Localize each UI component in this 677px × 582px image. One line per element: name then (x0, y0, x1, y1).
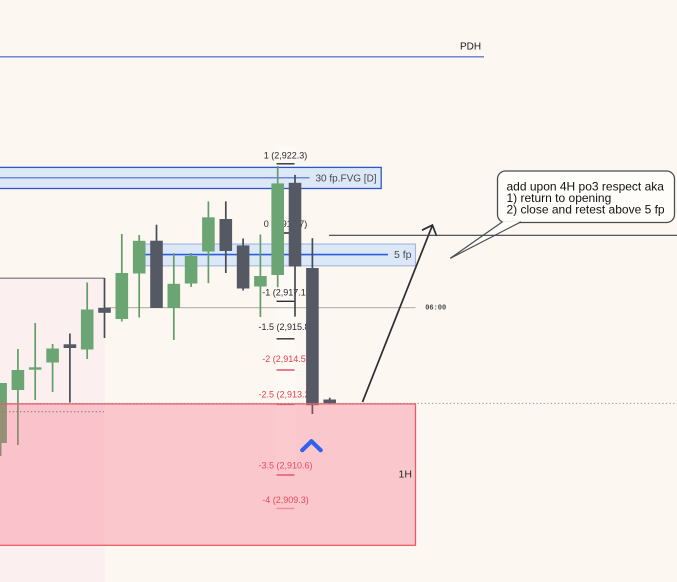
svg-text:-1 (2,917.1): -1 (2,917.1) (262, 288, 309, 298)
svg-text:-2.5 (2,913.2): -2.5 (2,913.2) (258, 390, 312, 400)
svg-text:-3.5 (2,910.6): -3.5 (2,910.6) (258, 460, 312, 470)
svg-text:1) return to opening: 1) return to opening (507, 191, 612, 205)
svg-text:PDH: PDH (460, 42, 481, 53)
svg-text:add upon 4H po3 respect aka: add upon 4H po3 respect aka (507, 179, 665, 193)
svg-text:1 (2,922.3): 1 (2,922.3) (264, 151, 308, 161)
svg-text:0 (2,919.7): 0 (2,919.7) (264, 219, 308, 229)
svg-text:5 fp: 5 fp (394, 249, 412, 261)
svg-text:1H: 1H (399, 469, 412, 481)
svg-text:-1.5 (2,915.8): -1.5 (2,915.8) (258, 322, 312, 332)
svg-text:-4 (2,909.3): -4 (2,909.3) (262, 495, 309, 505)
svg-text:06:00: 06:00 (425, 304, 446, 312)
svg-text:-2 (2,914.5): -2 (2,914.5) (262, 354, 309, 364)
svg-text:2) close and retest above 5 fp: 2) close and retest above 5 fp (507, 203, 665, 217)
svg-text:30 fp.FVG [D]: 30 fp.FVG [D] (315, 173, 376, 184)
